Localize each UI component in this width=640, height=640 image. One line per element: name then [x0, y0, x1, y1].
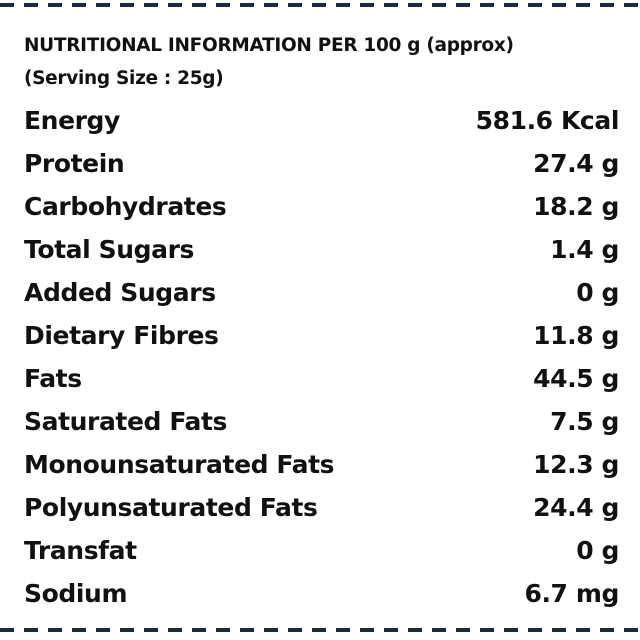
- nutrient-value: 7.5 g: [550, 407, 619, 436]
- nutrient-label: Sodium: [24, 579, 128, 608]
- nutrient-row-carbohydrates: Carbohydrates 18.2 g: [24, 185, 619, 228]
- nutrient-label: Transfat: [24, 536, 137, 565]
- nutrient-label: Protein: [24, 149, 125, 178]
- nutrient-value: 1.4 g: [550, 235, 619, 264]
- nutrient-label: Energy: [24, 106, 120, 135]
- nutrition-panel: NUTRITIONAL INFORMATION PER 100 g (appro…: [24, 33, 619, 608]
- nutrient-label: Fats: [24, 364, 82, 393]
- nutrient-row-added-sugars: Added Sugars 0 g: [24, 271, 619, 314]
- serving-size-note: (Serving Size : 25g): [24, 68, 224, 89]
- nutrient-row-saturated-fats: Saturated Fats 7.5 g: [24, 400, 619, 443]
- nutrient-label: Saturated Fats: [24, 407, 228, 436]
- nutrient-value: 0 g: [576, 278, 619, 307]
- nutrient-value: 18.2 g: [533, 192, 619, 221]
- nutrient-value: 12.3 g: [533, 450, 619, 479]
- nutrient-value: 11.8 g: [533, 321, 619, 350]
- nutrient-value: 581.6 Kcal: [475, 106, 620, 135]
- nutrient-label: Monounsaturated Fats: [24, 450, 335, 479]
- nutrient-value: 44.5 g: [533, 364, 619, 393]
- bottom-dashed-border: [0, 628, 640, 632]
- nutrient-row-fats: Fats 44.5 g: [24, 357, 619, 400]
- nutrient-row-dietary-fibres: Dietary Fibres 11.8 g: [24, 314, 619, 357]
- nutrient-row-energy: Energy 581.6 Kcal: [24, 99, 619, 142]
- nutrition-title: NUTRITIONAL INFORMATION PER 100 g (appro…: [24, 35, 514, 56]
- nutrient-label: Dietary Fibres: [24, 321, 219, 350]
- nutrient-row-transfat: Transfat 0 g: [24, 529, 619, 572]
- nutrient-value: 0 g: [576, 536, 619, 565]
- nutrient-label: Polyunsaturated Fats: [24, 493, 318, 522]
- nutrient-value: 24.4 g: [533, 493, 619, 522]
- nutrient-row-monounsaturated-fats: Monounsaturated Fats 12.3 g: [24, 443, 619, 486]
- nutrient-row-protein: Protein 27.4 g: [24, 142, 619, 185]
- nutrient-row-polyunsaturated-fats: Polyunsaturated Fats 24.4 g: [24, 486, 619, 529]
- nutrient-row-total-sugars: Total Sugars 1.4 g: [24, 228, 619, 271]
- nutrient-label: Carbohydrates: [24, 192, 227, 221]
- nutrient-row-sodium: Sodium 6.7 mg: [24, 572, 619, 615]
- nutrient-label: Total Sugars: [24, 235, 194, 264]
- nutrient-value: 27.4 g: [533, 149, 619, 178]
- nutrient-value: 6.7 mg: [524, 579, 619, 608]
- nutrient-table: Energy 581.6 Kcal Protein 27.4 g Carbohy…: [24, 99, 619, 615]
- nutrient-label: Added Sugars: [24, 278, 216, 307]
- top-dashed-border: [0, 3, 640, 7]
